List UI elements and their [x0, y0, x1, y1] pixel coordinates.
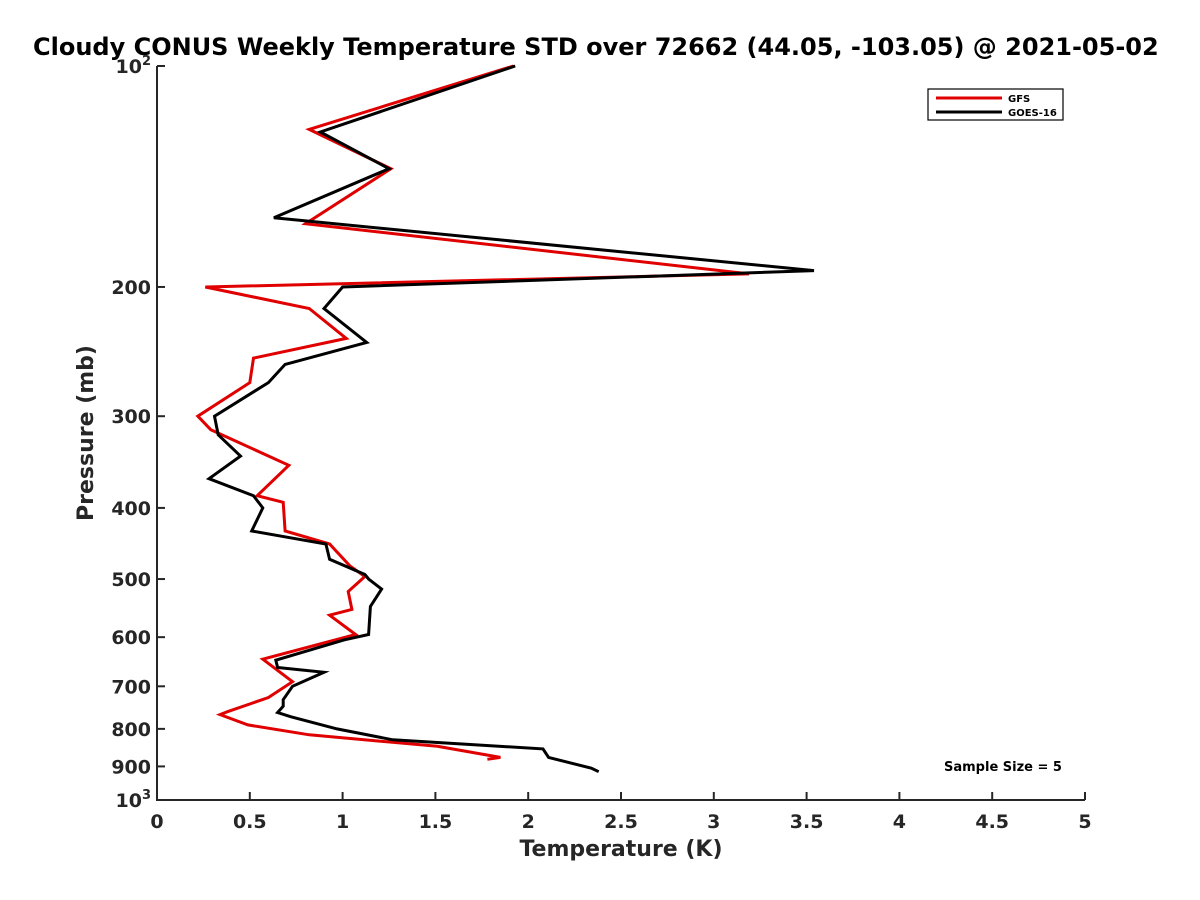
y-tick-label: 500	[111, 569, 151, 591]
x-tick-label: 1.5	[419, 811, 453, 833]
legend: GFS GOES-16	[927, 88, 1064, 121]
x-tick-label: 2	[522, 811, 535, 833]
y-tick-label: 400	[111, 498, 151, 520]
y-tick-label: 900	[111, 756, 151, 778]
x-tick-label: 3.5	[790, 811, 824, 833]
series-line-gfs	[195, 64, 750, 761]
y-tick-label: 600	[111, 627, 151, 649]
x-tick-label: 4	[893, 811, 906, 833]
y-tick-label: 103	[116, 788, 152, 812]
legend-label: GOES-16	[1008, 108, 1057, 119]
x-tick-label: 4.5	[975, 811, 1009, 833]
x-tick-label: 0.5	[233, 811, 267, 833]
plot-area	[195, 64, 815, 774]
y-axis-label: Pressure (mb)	[74, 345, 99, 521]
axis-lines	[156, 66, 1085, 801]
x-axis-ticks: 0 0.5 1 1.5 2 2.5 3 3.5 4 4.5 5	[150, 792, 1092, 833]
x-tick-label: 5	[1078, 811, 1091, 833]
y-tick-label: 102	[116, 54, 152, 78]
y-tick-label: 300	[111, 406, 151, 428]
legend-box	[927, 88, 1064, 121]
y-axis-ticks: 102 200 300 400 500 600 700 800 900 103	[111, 54, 165, 812]
sample-size-annotation: Sample Size = 5	[944, 760, 1062, 775]
legend-label: GFS	[1008, 94, 1030, 105]
x-tick-label: 0	[150, 811, 163, 833]
y-tick-label: 200	[111, 277, 151, 299]
x-axis-label: Temperature (K)	[519, 837, 722, 862]
series-line-goes-16	[205, 64, 815, 774]
x-tick-label: 3	[707, 811, 720, 833]
y-tick-label: 800	[111, 719, 151, 741]
x-tick-label: 1	[336, 811, 349, 833]
chart-title: Cloudy CONUS Weekly Temperature STD over…	[33, 33, 1159, 61]
x-tick-label: 2.5	[604, 811, 638, 833]
y-tick-label: 700	[111, 676, 151, 698]
